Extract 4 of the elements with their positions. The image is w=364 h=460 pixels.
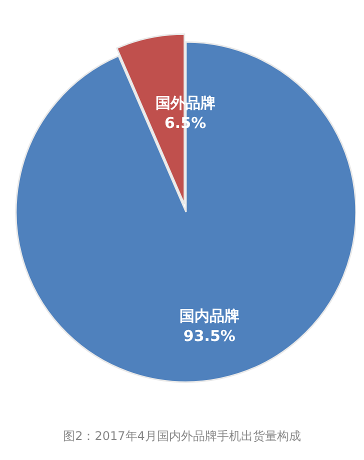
caption: 图2：2017年4月国内外品牌手机出货量构成 xyxy=(62,428,302,445)
data-label: 6.5% xyxy=(164,114,206,132)
slice-label: 国内品牌 xyxy=(179,307,240,326)
data-label: 93.5% xyxy=(183,327,236,346)
